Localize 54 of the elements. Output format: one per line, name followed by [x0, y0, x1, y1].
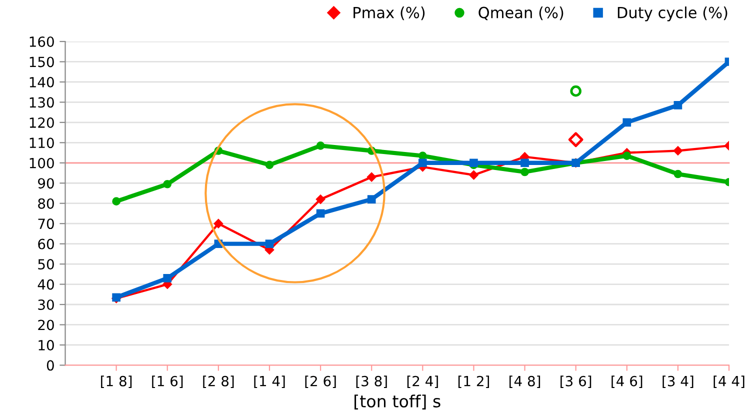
y-tick-label: 70: [38, 218, 54, 230]
point: [469, 170, 478, 180]
point: [674, 101, 682, 110]
y-tick-label: 60: [38, 238, 54, 250]
y-tick-label: 130: [30, 97, 54, 108]
point: [520, 158, 529, 168]
y-tick-label: 160: [30, 36, 54, 47]
x-tick-label: [3 6]: [560, 376, 592, 388]
legend-label: Qmean (%): [478, 6, 564, 20]
point: [265, 160, 274, 170]
y-tick-label: 100: [30, 158, 54, 168]
y-tick-label: 90: [38, 178, 54, 189]
point: [520, 168, 529, 176]
x-tick-label: [1 8]: [101, 376, 132, 388]
y-tick-label: 10: [38, 340, 54, 350]
x-tick-label: [2 8]: [203, 376, 234, 388]
legend-label: Duty cycle (%): [618, 6, 728, 22]
y-tick-label: 20: [38, 320, 54, 330]
x-tick-label: [1 4]: [254, 376, 285, 388]
point: [418, 158, 427, 168]
x-axis-title: [ton toff] s: [354, 394, 440, 410]
point: [163, 274, 172, 282]
point: [163, 180, 172, 188]
x-tick-label: [4 4]: [714, 376, 744, 388]
x-tick-label: [2 4]: [407, 376, 438, 388]
point: [674, 170, 682, 178]
x-tick-label: [1 6]: [152, 376, 183, 388]
y-tick-label: 0: [46, 360, 54, 371]
y-tick-label: 50: [38, 259, 54, 270]
y-tick-label: 110: [30, 138, 54, 148]
point: [622, 152, 632, 160]
point: [673, 146, 683, 156]
y-tick-label: 140: [30, 76, 54, 88]
point: [214, 218, 224, 228]
y-tick-label: 40: [38, 279, 54, 290]
x-tick-label: [4 6]: [612, 376, 642, 388]
y-tick-label: 80: [38, 198, 54, 209]
x-tick-label: [3 4]: [662, 376, 694, 388]
point: [265, 240, 274, 248]
point: [316, 194, 326, 204]
y-tick-label: 120: [30, 117, 54, 128]
y-tick-label: 30: [38, 299, 54, 310]
point: [316, 209, 325, 218]
point: [316, 142, 325, 150]
y-tick-label: 150: [30, 56, 54, 68]
legend-label: Pmax (%): [354, 6, 425, 20]
point: [622, 118, 632, 127]
x-tick-label: [2 6]: [305, 376, 336, 388]
point: [112, 197, 120, 206]
x-tick-label: [3 8]: [356, 376, 387, 388]
x-tick-label: [4 8]: [510, 376, 540, 388]
point: [367, 195, 376, 204]
x-tick-label: [1 2]: [458, 376, 489, 388]
point: [366, 172, 376, 182]
